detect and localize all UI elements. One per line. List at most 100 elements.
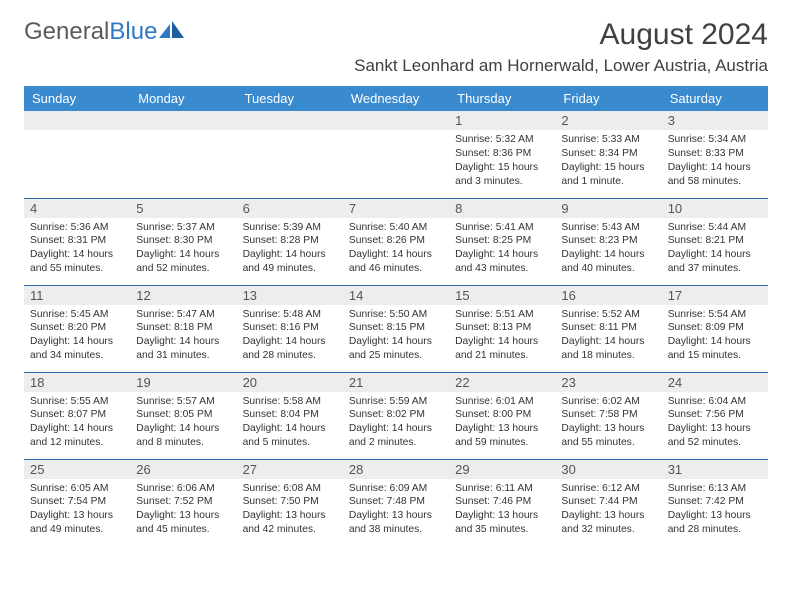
calendar-day-cell: 26Sunrise: 6:06 AMSunset: 7:52 PMDayligh… — [130, 459, 236, 546]
day-number: 20 — [237, 373, 343, 392]
day-sun-info: Sunrise: 5:43 AMSunset: 8:23 PMDaylight:… — [555, 218, 661, 279]
logo-sail-icon — [159, 21, 185, 39]
day-number: 4 — [24, 199, 130, 218]
day-sun-info: Sunrise: 5:51 AMSunset: 8:13 PMDaylight:… — [449, 305, 555, 366]
calendar-day-cell: 11Sunrise: 5:45 AMSunset: 8:20 PMDayligh… — [24, 285, 130, 372]
day-sun-info: Sunrise: 6:05 AMSunset: 7:54 PMDaylight:… — [24, 479, 130, 540]
calendar-day-cell — [24, 111, 130, 198]
col-wednesday: Wednesday — [343, 86, 449, 111]
calendar-day-cell: 24Sunrise: 6:04 AMSunset: 7:56 PMDayligh… — [662, 372, 768, 459]
day-sun-info: Sunrise: 5:59 AMSunset: 8:02 PMDaylight:… — [343, 392, 449, 453]
day-sun-info: Sunrise: 6:09 AMSunset: 7:48 PMDaylight:… — [343, 479, 449, 540]
day-sun-info: Sunrise: 5:32 AMSunset: 8:36 PMDaylight:… — [449, 130, 555, 191]
day-sun-info: Sunrise: 6:13 AMSunset: 7:42 PMDaylight:… — [662, 479, 768, 540]
col-tuesday: Tuesday — [237, 86, 343, 111]
calendar-day-cell: 20Sunrise: 5:58 AMSunset: 8:04 PMDayligh… — [237, 372, 343, 459]
day-number: 29 — [449, 460, 555, 479]
day-sun-info: Sunrise: 6:11 AMSunset: 7:46 PMDaylight:… — [449, 479, 555, 540]
day-number: 13 — [237, 286, 343, 305]
day-number: 28 — [343, 460, 449, 479]
day-number: 22 — [449, 373, 555, 392]
calendar-week: 1Sunrise: 5:32 AMSunset: 8:36 PMDaylight… — [24, 111, 768, 198]
calendar-day-cell: 22Sunrise: 6:01 AMSunset: 8:00 PMDayligh… — [449, 372, 555, 459]
calendar-day-cell: 5Sunrise: 5:37 AMSunset: 8:30 PMDaylight… — [130, 198, 236, 285]
day-sun-info: Sunrise: 6:06 AMSunset: 7:52 PMDaylight:… — [130, 479, 236, 540]
calendar-week: 4Sunrise: 5:36 AMSunset: 8:31 PMDaylight… — [24, 198, 768, 285]
calendar-day-cell: 9Sunrise: 5:43 AMSunset: 8:23 PMDaylight… — [555, 198, 661, 285]
day-number: 11 — [24, 286, 130, 305]
col-sunday: Sunday — [24, 86, 130, 111]
calendar-table: Sunday Monday Tuesday Wednesday Thursday… — [24, 86, 768, 546]
calendar-day-cell: 29Sunrise: 6:11 AMSunset: 7:46 PMDayligh… — [449, 459, 555, 546]
day-number: 17 — [662, 286, 768, 305]
day-sun-info: Sunrise: 5:55 AMSunset: 8:07 PMDaylight:… — [24, 392, 130, 453]
calendar-day-cell: 30Sunrise: 6:12 AMSunset: 7:44 PMDayligh… — [555, 459, 661, 546]
calendar-day-cell: 7Sunrise: 5:40 AMSunset: 8:26 PMDaylight… — [343, 198, 449, 285]
day-number: 3 — [662, 111, 768, 130]
day-number: 7 — [343, 199, 449, 218]
calendar-day-cell: 1Sunrise: 5:32 AMSunset: 8:36 PMDaylight… — [449, 111, 555, 198]
calendar-day-cell: 4Sunrise: 5:36 AMSunset: 8:31 PMDaylight… — [24, 198, 130, 285]
col-saturday: Saturday — [662, 86, 768, 111]
calendar-day-cell: 19Sunrise: 5:57 AMSunset: 8:05 PMDayligh… — [130, 372, 236, 459]
day-sun-info: Sunrise: 6:02 AMSunset: 7:58 PMDaylight:… — [555, 392, 661, 453]
day-sun-info: Sunrise: 5:57 AMSunset: 8:05 PMDaylight:… — [130, 392, 236, 453]
calendar-day-cell: 12Sunrise: 5:47 AMSunset: 8:18 PMDayligh… — [130, 285, 236, 372]
day-sun-info: Sunrise: 5:40 AMSunset: 8:26 PMDaylight:… — [343, 218, 449, 279]
calendar-day-cell: 23Sunrise: 6:02 AMSunset: 7:58 PMDayligh… — [555, 372, 661, 459]
day-sun-info: Sunrise: 5:50 AMSunset: 8:15 PMDaylight:… — [343, 305, 449, 366]
calendar-day-cell: 15Sunrise: 5:51 AMSunset: 8:13 PMDayligh… — [449, 285, 555, 372]
calendar-day-cell: 28Sunrise: 6:09 AMSunset: 7:48 PMDayligh… — [343, 459, 449, 546]
day-number: 26 — [130, 460, 236, 479]
col-monday: Monday — [130, 86, 236, 111]
calendar-week: 18Sunrise: 5:55 AMSunset: 8:07 PMDayligh… — [24, 372, 768, 459]
day-number: 27 — [237, 460, 343, 479]
location-text: Sankt Leonhard am Hornerwald, Lower Aust… — [354, 56, 768, 76]
calendar-header-row: Sunday Monday Tuesday Wednesday Thursday… — [24, 86, 768, 111]
day-number: 21 — [343, 373, 449, 392]
day-sun-info: Sunrise: 5:52 AMSunset: 8:11 PMDaylight:… — [555, 305, 661, 366]
day-sun-info: Sunrise: 5:45 AMSunset: 8:20 PMDaylight:… — [24, 305, 130, 366]
day-sun-info: Sunrise: 5:41 AMSunset: 8:25 PMDaylight:… — [449, 218, 555, 279]
header: GeneralBlue August 2024 Sankt Leonhard a… — [24, 18, 768, 76]
day-sun-info: Sunrise: 5:34 AMSunset: 8:33 PMDaylight:… — [662, 130, 768, 191]
calendar-day-cell — [130, 111, 236, 198]
day-sun-info: Sunrise: 5:58 AMSunset: 8:04 PMDaylight:… — [237, 392, 343, 453]
calendar-day-cell: 6Sunrise: 5:39 AMSunset: 8:28 PMDaylight… — [237, 198, 343, 285]
day-number: 15 — [449, 286, 555, 305]
calendar-day-cell: 27Sunrise: 6:08 AMSunset: 7:50 PMDayligh… — [237, 459, 343, 546]
day-number — [343, 111, 449, 130]
day-sun-info: Sunrise: 5:48 AMSunset: 8:16 PMDaylight:… — [237, 305, 343, 366]
calendar-body: 1Sunrise: 5:32 AMSunset: 8:36 PMDaylight… — [24, 111, 768, 546]
day-number: 14 — [343, 286, 449, 305]
day-number — [130, 111, 236, 130]
day-number: 23 — [555, 373, 661, 392]
calendar-day-cell: 17Sunrise: 5:54 AMSunset: 8:09 PMDayligh… — [662, 285, 768, 372]
calendar-day-cell: 14Sunrise: 5:50 AMSunset: 8:15 PMDayligh… — [343, 285, 449, 372]
calendar-day-cell — [343, 111, 449, 198]
col-friday: Friday — [555, 86, 661, 111]
calendar-day-cell: 10Sunrise: 5:44 AMSunset: 8:21 PMDayligh… — [662, 198, 768, 285]
calendar-day-cell: 2Sunrise: 5:33 AMSunset: 8:34 PMDaylight… — [555, 111, 661, 198]
calendar-day-cell: 25Sunrise: 6:05 AMSunset: 7:54 PMDayligh… — [24, 459, 130, 546]
day-number: 31 — [662, 460, 768, 479]
day-number: 8 — [449, 199, 555, 218]
day-number: 6 — [237, 199, 343, 218]
day-number: 25 — [24, 460, 130, 479]
title-block: August 2024 Sankt Leonhard am Hornerwald… — [354, 18, 768, 76]
day-sun-info: Sunrise: 5:33 AMSunset: 8:34 PMDaylight:… — [555, 130, 661, 191]
day-number: 16 — [555, 286, 661, 305]
day-sun-info: Sunrise: 5:47 AMSunset: 8:18 PMDaylight:… — [130, 305, 236, 366]
day-number: 19 — [130, 373, 236, 392]
logo-text-blue: Blue — [109, 18, 157, 46]
calendar-day-cell: 21Sunrise: 5:59 AMSunset: 8:02 PMDayligh… — [343, 372, 449, 459]
calendar-week: 11Sunrise: 5:45 AMSunset: 8:20 PMDayligh… — [24, 285, 768, 372]
day-number: 2 — [555, 111, 661, 130]
logo: GeneralBlue — [24, 18, 185, 46]
day-number: 30 — [555, 460, 661, 479]
calendar-day-cell: 16Sunrise: 5:52 AMSunset: 8:11 PMDayligh… — [555, 285, 661, 372]
calendar-day-cell: 18Sunrise: 5:55 AMSunset: 8:07 PMDayligh… — [24, 372, 130, 459]
calendar-day-cell: 31Sunrise: 6:13 AMSunset: 7:42 PMDayligh… — [662, 459, 768, 546]
day-sun-info: Sunrise: 5:37 AMSunset: 8:30 PMDaylight:… — [130, 218, 236, 279]
calendar-week: 25Sunrise: 6:05 AMSunset: 7:54 PMDayligh… — [24, 459, 768, 546]
